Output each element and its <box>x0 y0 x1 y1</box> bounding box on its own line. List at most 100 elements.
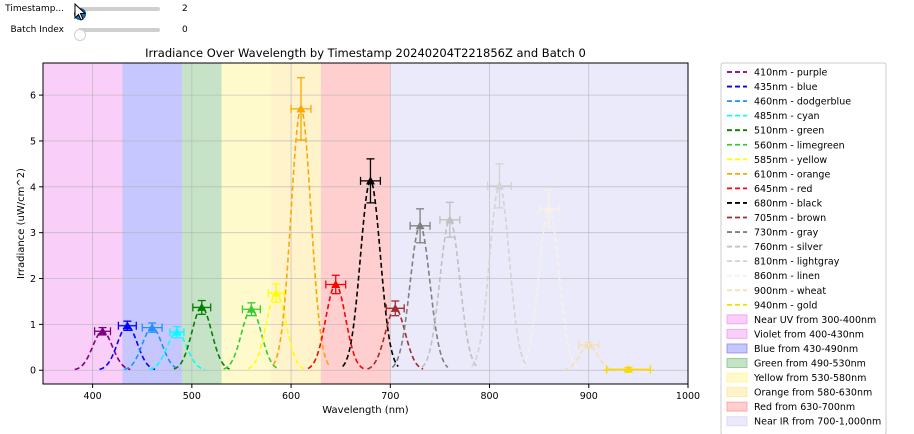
peak-marker <box>445 215 455 224</box>
peak-marker <box>98 326 108 335</box>
batch-index-slider-value: 0 <box>182 25 188 35</box>
legend-swatch-red-from-630-700nm <box>726 401 748 412</box>
peak-marker <box>415 221 425 230</box>
batch-index-slider-label: Batch Index <box>10 25 64 35</box>
band-red-from-630-700nm <box>320 63 391 384</box>
legend-label-orange-from-580-630nm: Orange from 580-630nm <box>754 388 872 399</box>
y-tick-label-5: 5 <box>30 136 36 147</box>
errorbar-810nm-lightgray <box>486 163 513 209</box>
errorbar-730nm-gray <box>409 208 431 244</box>
legend-swatch-violet-from-400-430nm <box>726 328 748 339</box>
x-tick-label-1000: 1000 <box>676 391 700 402</box>
legend-label-near-uv-from-300-400nm: Near UV from 300-400nm <box>754 315 876 326</box>
legend-swatch-orange-from-580-630nm <box>726 387 748 398</box>
legend-label-760nm-silver: 760nm - silver <box>754 242 823 253</box>
legend-box <box>720 62 887 434</box>
y-tick-label-1: 1 <box>30 320 36 331</box>
mouse-pointer-icon <box>74 3 86 21</box>
legend-swatch-blue-from-430-490nm <box>726 343 748 354</box>
legend-label-510nm-green: 510nm - green <box>754 126 824 137</box>
peak-marker <box>172 327 182 336</box>
band-green-from-490-530nm <box>181 63 222 384</box>
legend-label-645nm-red: 645nm - red <box>754 184 812 195</box>
errorbar-510nm-green <box>192 299 212 315</box>
errorbar-680nm-black <box>359 158 382 204</box>
errorbar-410nm-purple <box>93 326 112 336</box>
peak-marker <box>296 104 306 113</box>
peak-marker <box>494 181 504 190</box>
legend-swatch-yellow-from-530-580nm <box>726 372 748 383</box>
errorbar-860nm-linen <box>538 189 560 228</box>
legend-swatch-near-ir-from-700-1-000nm <box>726 416 748 427</box>
timestamp-slider-value: 2 <box>182 4 188 14</box>
legend-label-705nm-brown: 705nm - brown <box>754 213 826 224</box>
x-axis-label: Wavelength (nm) <box>322 405 408 416</box>
band-near-uv-from-300-400nm <box>43 63 93 384</box>
peak-marker <box>623 364 633 373</box>
batch-index-slider-row: Batch Index 0 <box>0 22 210 41</box>
legend-label-610nm-orange: 610nm - orange <box>754 169 830 180</box>
plot-frame <box>42 62 689 385</box>
errorbar-485nm-cyan <box>169 326 185 339</box>
errorbar-585nm-yellow <box>267 283 285 304</box>
peak-marker <box>246 304 256 313</box>
x-tick-label-600: 600 <box>282 391 300 402</box>
y-tick-label-6: 6 <box>30 91 36 102</box>
axes-frame <box>42 62 689 385</box>
band-orange-from-580-630nm <box>271 63 321 384</box>
errorbar-900nm-wheat <box>578 340 600 350</box>
curve-760nm-silver <box>421 218 479 368</box>
errorbar-435nm-blue <box>117 320 137 331</box>
band-violet-from-400-430nm <box>92 63 123 384</box>
errorbar-760nm-silver <box>439 201 461 238</box>
axis-ticks: 400 500 600 700 800 900 1000 0 1 2 3 4 5 6 <box>30 91 700 402</box>
errorbar-940nm-gold <box>605 364 651 374</box>
errorbar-705nm-brown <box>385 300 405 317</box>
peak-marker <box>365 176 375 185</box>
y-tick-label-2: 2 <box>30 274 36 285</box>
peak-marker <box>331 279 341 288</box>
legend-label-485nm-cyan: 485nm - cyan <box>754 111 820 122</box>
legend: 410nm - purple 435nm - blue 460nm - dodger… <box>720 62 887 434</box>
errorbar-560nm-limegreen <box>241 302 261 317</box>
wavelength-bands <box>43 63 688 384</box>
peak-marker <box>197 302 207 311</box>
batch-index-slider-handle[interactable] <box>74 29 86 41</box>
errorbar-610nm-orange <box>290 77 312 141</box>
peak-marker <box>544 204 554 213</box>
legend-label-near-ir-from-700-1-000nm: Near IR from 700-1,000nm <box>754 417 881 428</box>
y-tick-label-4: 4 <box>30 182 36 193</box>
legend-label-410nm-purple: 410nm - purple <box>754 68 828 79</box>
legend-label-yellow-from-530-580nm: Yellow from 530-580nm <box>753 373 866 384</box>
legend-label-violet-from-400-430nm: Violet from 400-430nm <box>754 329 864 340</box>
x-tick-label-400: 400 <box>84 391 102 402</box>
band-yellow-from-530-580nm <box>221 63 272 384</box>
legend-label-green-from-490-530nm: Green from 490-530nm <box>754 359 866 370</box>
peak-marker <box>122 321 132 330</box>
legend-label-460nm-dodgerblue: 460nm - dodgerblue <box>754 97 851 108</box>
legend-label-680nm-black: 680nm - black <box>754 198 823 209</box>
batch-index-slider[interactable] <box>74 28 160 41</box>
error-bars <box>93 77 651 374</box>
y-tick-label-3: 3 <box>30 228 36 239</box>
band-near-ir-from-700-1-000nm <box>390 63 688 384</box>
y-tick-label-0: 0 <box>30 366 36 377</box>
legend-label-blue-from-430-490nm: Blue from 430-490nm <box>754 344 858 355</box>
legend-label-560nm-limegreen: 560nm - limegreen <box>754 140 845 151</box>
errorbar-645nm-red <box>325 274 347 295</box>
errorbar-460nm-dodgerblue <box>141 322 163 333</box>
x-tick-label-800: 800 <box>480 391 498 402</box>
x-tick-label-500: 500 <box>183 391 201 402</box>
x-tick-label-900: 900 <box>580 391 598 402</box>
legend-swatch-green-from-490-530nm <box>726 358 748 368</box>
legend-label-435nm-blue: 435nm - blue <box>754 82 818 93</box>
legend-label-585nm-yellow: 585nm - yellow <box>754 155 827 166</box>
timestamp-slider-label: Timestamp... <box>5 4 64 14</box>
peak-marker <box>271 288 281 297</box>
x-tick-label-700: 700 <box>381 391 399 402</box>
peak-marker <box>147 323 157 332</box>
legend-label-730nm-gray: 730nm - gray <box>754 228 819 239</box>
y-axis-label: Irradiance (uW/cm^2) <box>16 168 27 279</box>
legend-swatch-near-uv-from-300-400nm <box>726 314 748 325</box>
